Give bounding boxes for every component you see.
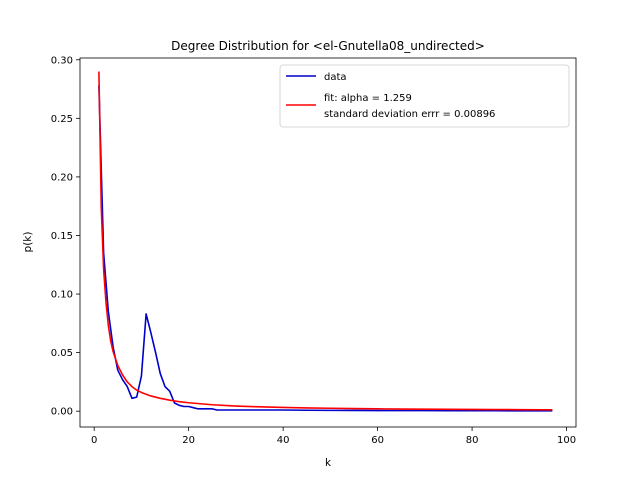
legend-label-fit-alpha: fit: alpha = 1.259	[324, 93, 412, 104]
y-tick-label: 0.25	[51, 114, 73, 125]
plot-frame	[79, 57, 577, 428]
y-tick-label: 0.30	[51, 55, 73, 66]
series-line-data	[98, 85, 553, 412]
y-tick-label: 0.20	[51, 172, 73, 183]
x-tick-label: 0	[91, 435, 97, 446]
y-tick-label: 0.00	[51, 407, 73, 418]
legend: data fit: alpha = 1.259 standard deviati…	[279, 64, 570, 128]
x-tick-label: 20	[182, 435, 195, 446]
y-tick-label: 0.05	[51, 348, 73, 359]
legend-box	[279, 64, 570, 128]
y-tick-label: 0.15	[51, 231, 73, 242]
chart-title: Degree Distribution for <el-Gnutella08_u…	[171, 39, 485, 53]
plot-lines	[98, 71, 553, 412]
legend-label-data: data	[324, 72, 347, 83]
y-tick-label: 0.10	[51, 290, 73, 301]
legend-label-fit-stderr: standard deviation errr = 0.00896	[324, 109, 495, 120]
x-tick-label: 40	[277, 435, 290, 446]
x-axis-ticks: 0 20 40 60 80 100	[91, 427, 576, 446]
y-axis-ticks: 0.00 0.05 0.10 0.15 0.20 0.25 0.30	[51, 55, 80, 418]
series-line-fit	[98, 71, 553, 411]
x-tick-label: 60	[371, 435, 384, 446]
x-tick-label: 100	[557, 435, 576, 446]
x-axis-label: k	[325, 457, 332, 469]
y-axis-label: p(k)	[22, 232, 34, 253]
x-tick-label: 80	[466, 435, 479, 446]
